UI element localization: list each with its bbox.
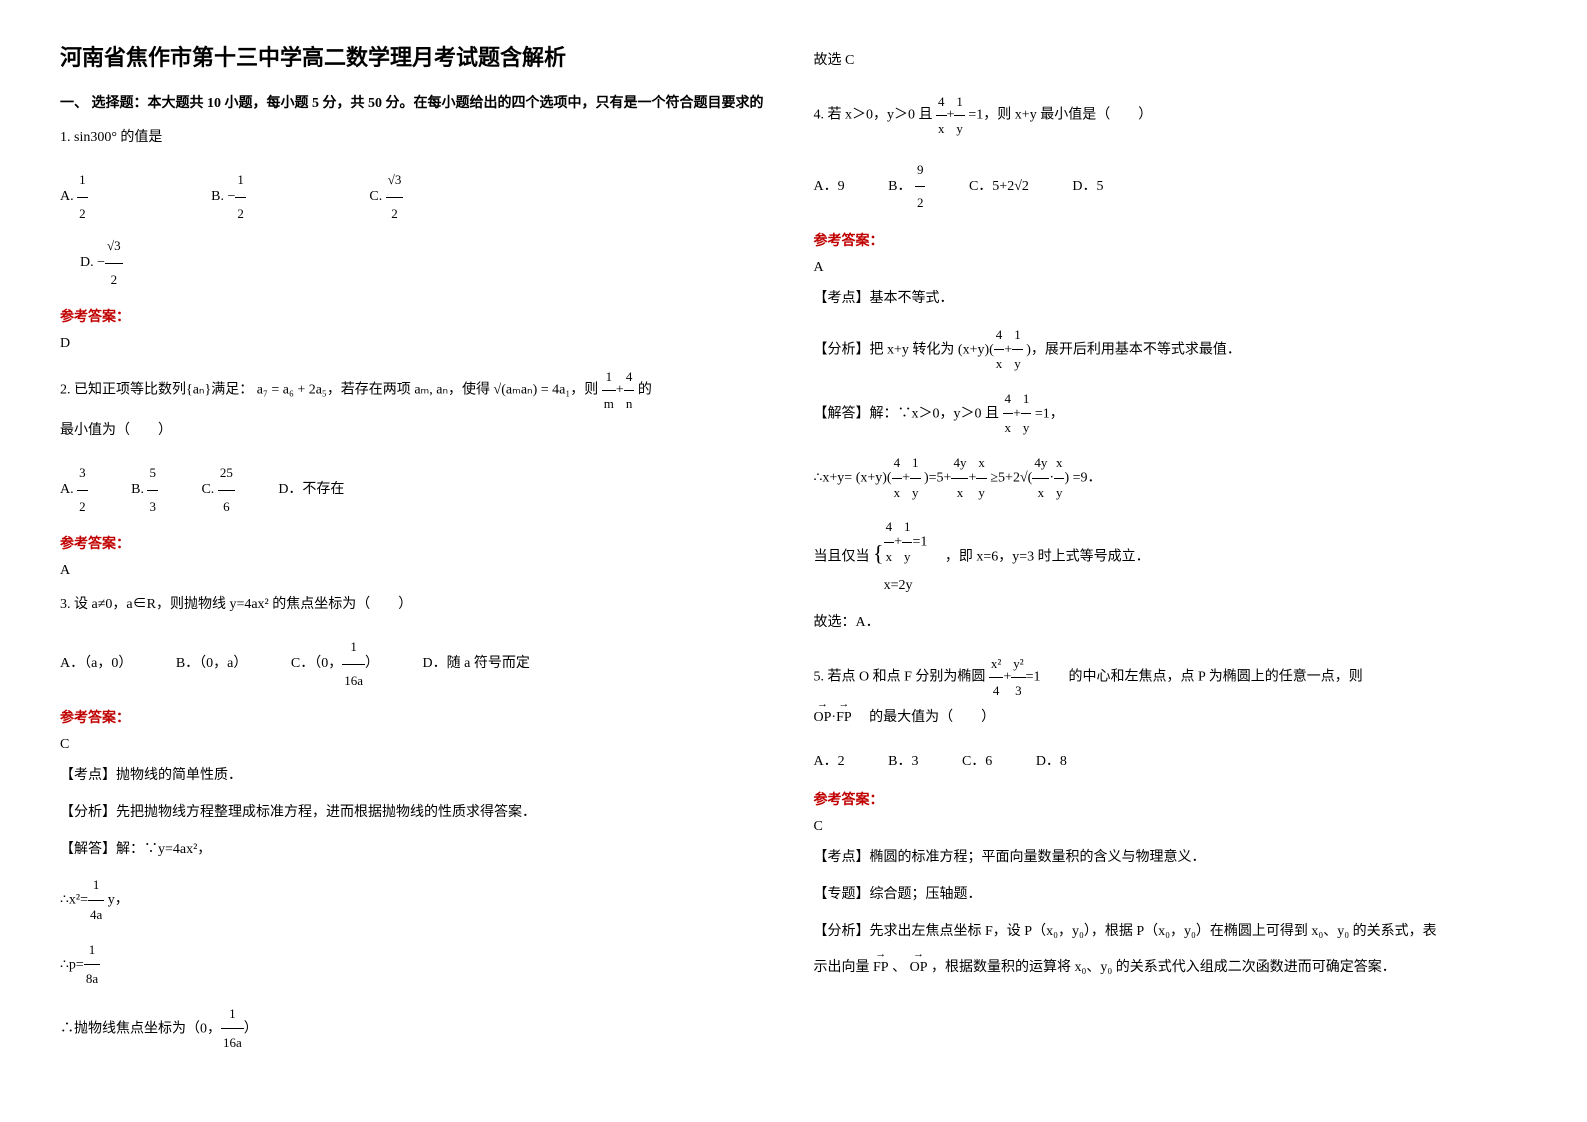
- q5-answer-label: 参考答案：: [814, 789, 1528, 809]
- q3-solve2-post: y，: [104, 893, 129, 908]
- q2-am: aₘ, aₙ: [414, 383, 448, 398]
- q4-solve3-pre: 当且仅当: [814, 550, 870, 565]
- q3-answer-label: 参考答案：: [60, 707, 774, 727]
- q3-optCEnd: ）: [365, 656, 379, 671]
- q3-solve3-pre: ∴p=: [60, 957, 84, 972]
- q2-optC: C.: [201, 482, 214, 497]
- q5-a2-pre: 示出向量: [814, 960, 870, 975]
- document-title: 河南省焦作市第十三中学高二数学理月考试题含解析: [60, 40, 774, 72]
- q4-mid: =1，则 x+y 最小值是（ ）: [968, 108, 1152, 123]
- q5-analysis2: 示出向量 FP 、 OP ，根据数量积的运算将 x₀、y₀ 的关系式代入组成二次…: [814, 953, 1528, 984]
- q3-solve1: 【解答】解：∵y=4ax²，: [60, 835, 774, 866]
- q2-end: 的: [638, 383, 652, 398]
- q1-optA: A.: [60, 189, 74, 204]
- question-3: 3. 设 a≠0，a∈R，则抛物线 y=4ax² 的焦点坐标为（ ）: [60, 591, 774, 619]
- q4-solve1-pre: 【解答】解：∵x＞0，y＞0 且: [814, 406, 1000, 421]
- q2-mid2: ，若存在两项: [327, 383, 411, 398]
- q2-answer: A: [60, 563, 774, 579]
- q4-solve2: ∴x+y= (x+y)(4x+1y )=5+4yx+xy ≥5+2√(4yx·x…: [814, 449, 1528, 507]
- q3-analysis: 【分析】先把抛物线方程整理成标准方程，进而根据抛物线的性质求得答案．: [60, 798, 774, 829]
- question-5: 5. 若点 O 和点 F 分别为椭圆 x²4+y²3=1 的中心和左焦点，点 P…: [814, 651, 1528, 732]
- q4-point: 【考点】基本不等式．: [814, 284, 1528, 315]
- q4-pre: 4. 若 x＞0，y＞0 且: [814, 108, 933, 123]
- q5-a2-mid: 、: [892, 960, 906, 975]
- q3-optB: B．（0，a）: [176, 646, 248, 681]
- q4-solve2-mid2: ≥5+2: [990, 470, 1020, 485]
- q5-mid: 的中心和左焦点，点 P 为椭圆上的任意一点，则: [1069, 670, 1363, 685]
- q3-solve4: ∴抛物线焦点坐标为（0，116a）: [60, 1000, 774, 1058]
- q4-solve2-post: =9．: [1073, 470, 1102, 485]
- section-heading: 一、 选择题：本大题共 10 小题，每小题 5 分，共 50 分。在每小题给出的…: [60, 92, 774, 112]
- q3-optA: A．（a，0）: [60, 646, 132, 681]
- q2-sqrt: √(aₘaₙ) = 4a₁: [494, 383, 571, 398]
- q4-options: A．9 B． 92 C．5+2√2 D．5: [814, 154, 1528, 220]
- q5-answer: C: [814, 819, 1528, 835]
- q1-answer-label: 参考答案：: [60, 306, 774, 326]
- question-4: 4. 若 x＞0，y＞0 且 4x+1y =1，则 x+y 最小值是（ ）: [814, 89, 1528, 142]
- q3-solve2-pre: ∴x²=: [60, 893, 88, 908]
- q3-point: 【考点】抛物线的简单性质．: [60, 761, 774, 792]
- q4-answer: A: [814, 260, 1528, 276]
- q3-solve4-post: ）: [244, 1021, 258, 1036]
- q4-optA: A．9: [814, 169, 845, 204]
- q2-optD: D．不存在: [278, 482, 344, 497]
- q4-answer-label: 参考答案：: [814, 230, 1528, 250]
- q2-mid3: ，使得: [448, 383, 490, 398]
- q4-conclude: 故选：A．: [814, 608, 1528, 639]
- question-1: 1. sin300° 的值是: [60, 124, 774, 152]
- q4-analysis-expr: (x+y)(: [958, 342, 994, 357]
- q2-cond: a₇ = a₆ + 2a₅: [257, 383, 327, 398]
- q2-answer-label: 参考答案：: [60, 533, 774, 553]
- q5-topic: 【专题】综合题；压轴题．: [814, 880, 1528, 911]
- q4-analysis-post: )，展开后利用基本不等式求最值．: [1026, 342, 1241, 357]
- q3-solve4-pre: ∴抛物线焦点坐标为（0，: [60, 1021, 221, 1036]
- q2-optA: A.: [60, 482, 74, 497]
- q3-optC: C．（0，: [291, 656, 342, 671]
- q1-stem: 1. sin300° 的值是: [60, 130, 162, 145]
- q1-optD: D.: [80, 255, 94, 270]
- q2-options: A. 32 B. 53 C. 256 D．不存在: [60, 457, 774, 523]
- q1-optC: C.: [369, 189, 382, 204]
- q4-solve3: 当且仅当 {4x+1y=1x=2y ，即 x=6，y=3 时上式等号成立．: [814, 513, 1528, 602]
- q5-point: 【考点】椭圆的标准方程；平面向量数量积的含义与物理意义．: [814, 843, 1528, 874]
- q3-optD: D．随 a 符号而定: [423, 646, 530, 681]
- q5-optA: A．2: [814, 744, 845, 779]
- q5-options: A．2 B．3 C．6 D．8: [814, 744, 1528, 779]
- q3-options: A．（a，0） B．（0，a） C．（0，116a） D．随 a 符号而定: [60, 631, 774, 697]
- q4-optD: D．5: [1072, 169, 1103, 204]
- q3-conclude: 故选 C: [814, 46, 1528, 77]
- q4-analysis: 【分析】把 x+y 转化为 (x+y)(4x+1y )，展开后利用基本不等式求最…: [814, 321, 1528, 379]
- q4-solve3-post: ，即 x=6，y=3 时上式等号成立．: [931, 550, 1150, 565]
- q4-solve1-post: =1，: [1035, 406, 1064, 421]
- q2-minlabel: 最小值为（ ）: [60, 423, 172, 438]
- q3-stem: 3. 设 a≠0，a∈R，则抛物线 y=4ax² 的焦点坐标为（ ）: [60, 597, 412, 612]
- q2-pre: 2. 已知正项等比数列: [60, 383, 186, 398]
- q3-solve3: ∴p=18a: [60, 936, 774, 994]
- q4-optC: C．5+2√2: [969, 169, 1029, 204]
- q5-end: 的最大值为（ ）: [869, 710, 995, 725]
- q1-answer: D: [60, 336, 774, 352]
- question-2: 2. 已知正项等比数列{aₙ}满足： a₇ = a₆ + 2a₅，若存在两项 a…: [60, 364, 774, 445]
- q4-analysis-pre: 【分析】把 x+y 转化为: [814, 342, 955, 357]
- q1-optB: B.: [211, 189, 224, 204]
- q4-solve2-mid: )=5+: [924, 470, 951, 485]
- q2-mid4: ，则: [570, 383, 598, 398]
- q4-solve1: 【解答】解：∵x＞0，y＞0 且 4x+1y =1，: [814, 385, 1528, 443]
- q4-solve2-pre: ∴x+y=: [814, 470, 853, 485]
- q3-solve2: ∴x²=14a y，: [60, 871, 774, 929]
- q4-solve2-expr: (x+y)(: [856, 470, 892, 485]
- q3-answer: C: [60, 737, 774, 753]
- q5-optD: D．8: [1036, 744, 1067, 779]
- q1-options: A. 12 B. −12 C. √32 D. −√32: [60, 164, 774, 296]
- q5-optB: B．3: [888, 744, 918, 779]
- q2-mid: 满足：: [211, 383, 253, 398]
- q4-optB: B．: [888, 179, 911, 194]
- q5-a2-post: ，根据数量积的运算将 x₀、y₀ 的关系式代入组成二次函数进而可确定答案．: [931, 960, 1396, 975]
- q2-optB: B.: [131, 482, 144, 497]
- q5-pre: 5. 若点 O 和点 F 分别为椭圆: [814, 670, 986, 685]
- q5-optC: C．6: [962, 744, 992, 779]
